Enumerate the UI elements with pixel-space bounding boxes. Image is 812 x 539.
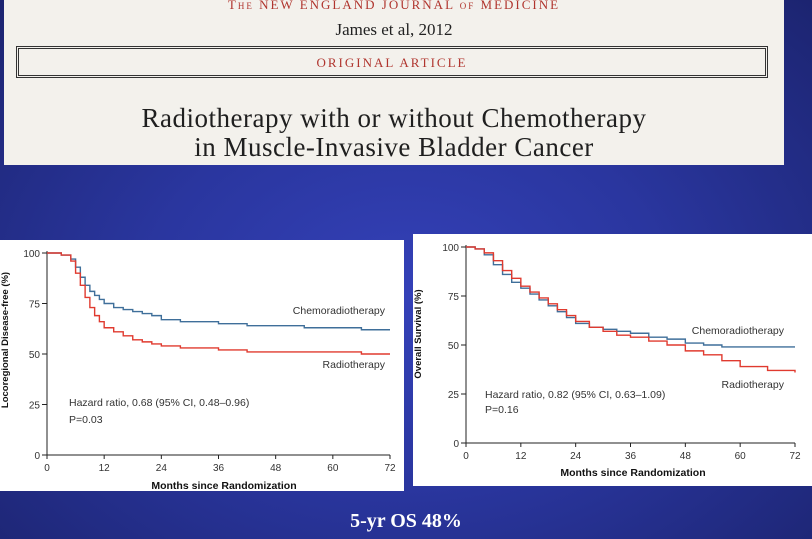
citation: James et al, 2012: [335, 20, 453, 39]
article-title: Radiotherapy with or without Chemotherap…: [4, 104, 784, 162]
title-line-2: in Muscle-Invasive Bladder Cancer: [194, 132, 594, 162]
y-tick-label: 50: [29, 350, 41, 361]
y-axis-label: Overall Survival (%): [413, 289, 424, 378]
x-tick-label: 72: [789, 451, 801, 462]
p-value-annotation: P=0.03: [69, 414, 103, 426]
chart-locoregional-panel: 0 25 50 75 100 0 12 24 36 48 60 72 Months since Rand…: [0, 240, 404, 491]
x-tick-label: 0: [463, 451, 469, 462]
x-tick-label: 12: [99, 463, 111, 474]
x-tick-label: 36: [213, 463, 225, 474]
x-axis-label: Months since Randomization: [151, 480, 296, 491]
y-axis-label: Locoregional Disease-free (%): [0, 272, 11, 408]
series-line-radiotherapy: [47, 252, 390, 355]
y-tick-label: 0: [453, 439, 459, 450]
p-value-annotation: P=0.16: [485, 404, 519, 416]
x-tick-label: 60: [327, 463, 339, 474]
y-tick-label: 50: [448, 341, 460, 352]
legend-radiotherapy: Radiotherapy: [323, 359, 386, 371]
x-tick-label: 24: [156, 463, 168, 474]
legend-radiotherapy: Radiotherapy: [722, 379, 785, 391]
series-line-chemoradiotherapy: [47, 252, 390, 331]
x-tick-label: 36: [625, 451, 637, 462]
footer-summary: 5-yr OS 48%: [350, 510, 462, 532]
article-type-label: ORIGINAL ARTICLE: [316, 55, 468, 70]
hazard-ratio-annotation: Hazard ratio, 0.68 (95% CI, 0.48–0.96): [69, 397, 249, 409]
y-tick-label: 75: [29, 300, 41, 311]
x-tick-label: 24: [570, 451, 582, 462]
chart-overall-survival-panel: 0 25 50 75 100 0 12 24 36 48 60 72 Months since Rand…: [413, 234, 812, 486]
x-tick-label: 0: [44, 463, 50, 474]
chart-overall-survival: 0 25 50 75 100 0 12 24 36 48 60 72 Months since Rand…: [413, 243, 801, 479]
y-tick-label: 100: [442, 243, 459, 254]
title-line-1: Radiotherapy with or without Chemotherap…: [141, 103, 647, 133]
y-tick-label: 0: [34, 451, 40, 462]
x-tick-label: 48: [680, 451, 692, 462]
legend-chemoradiotherapy: Chemoradiotherapy: [293, 305, 386, 317]
x-tick-label: 72: [384, 463, 396, 474]
article-header: The NEW ENGLAND JOURNAL of MEDICINE Jame…: [4, 0, 784, 165]
x-tick-label: 12: [515, 451, 527, 462]
legend-chemoradiotherapy: Chemoradiotherapy: [692, 325, 785, 337]
y-tick-label: 25: [448, 390, 460, 401]
journal-name: The NEW ENGLAND JOURNAL of MEDICINE: [227, 0, 561, 12]
series-line-radiotherapy: [466, 246, 796, 373]
x-tick-label: 60: [735, 451, 747, 462]
chart-locoregional: 0 25 50 75 100 0 12 24 36 48 60 72 Months since Rand…: [0, 249, 396, 491]
y-tick-label: 25: [29, 401, 41, 412]
article-type-box: ORIGINAL ARTICLE: [16, 46, 768, 78]
hazard-ratio-annotation: Hazard ratio, 0.82 (95% CI, 0.63–1.09): [485, 389, 665, 401]
y-tick-label: 100: [23, 249, 40, 260]
y-tick-label: 75: [448, 292, 460, 303]
x-axis-label: Months since Randomization: [560, 467, 705, 479]
x-tick-label: 48: [270, 463, 282, 474]
